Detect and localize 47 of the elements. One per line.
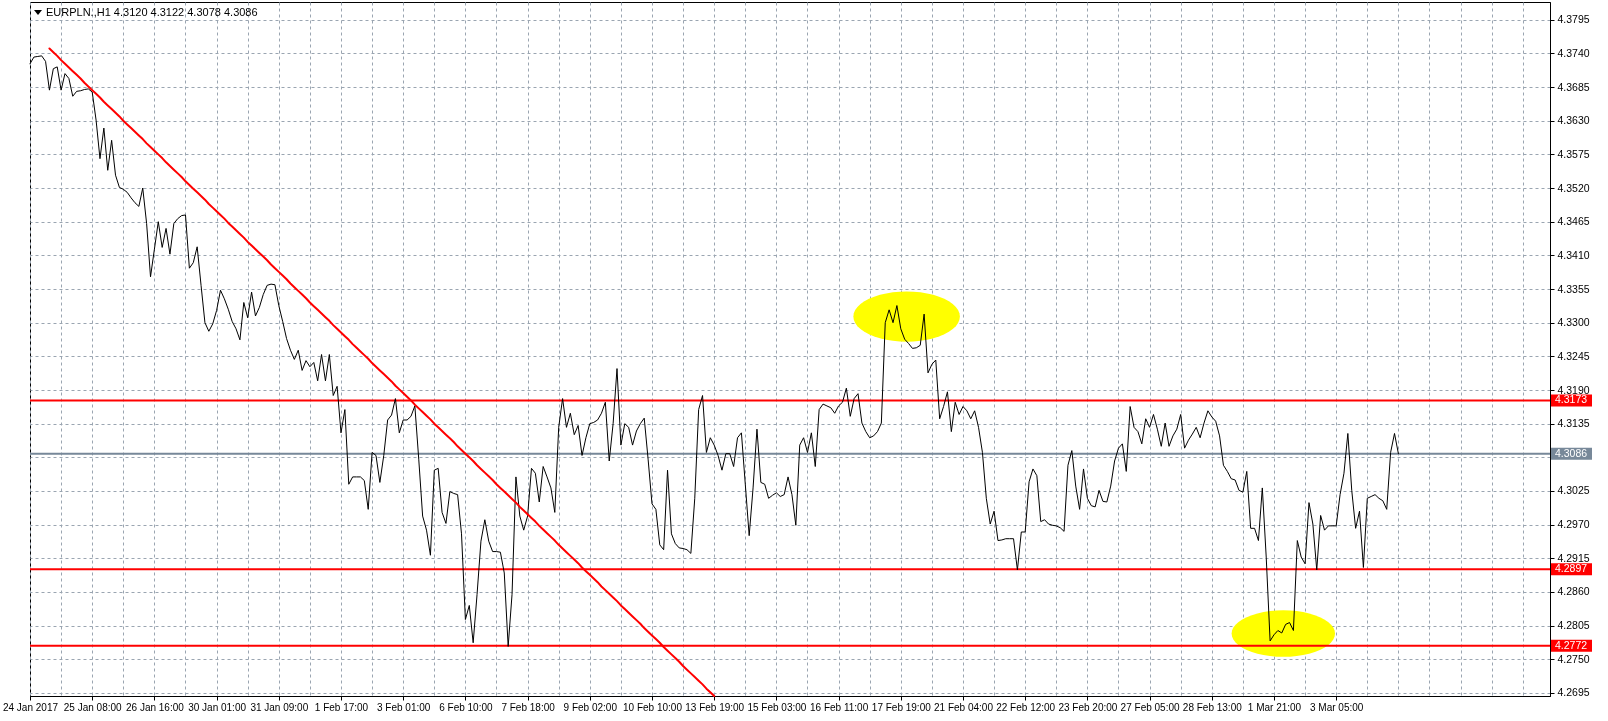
ref-line-label: 4.3086 <box>1555 446 1588 459</box>
x-tick-label: 30 Jan 01:00 <box>188 701 247 713</box>
y-tick-label: 4.2805 <box>1557 619 1590 632</box>
x-tick-label: 22 Feb 12:00 <box>996 701 1056 713</box>
y-tick-label: 4.3630 <box>1557 114 1590 127</box>
x-tick-label: 9 Feb 02:00 <box>563 701 618 713</box>
x-tick-label: 10 Feb 10:00 <box>623 701 683 713</box>
y-tick-label: 4.2860 <box>1557 585 1590 598</box>
y-tick-label: 4.2750 <box>1557 652 1590 665</box>
x-tick-label: 23 Feb 20:00 <box>1058 701 1118 713</box>
y-tick-label: 4.3135 <box>1557 417 1590 430</box>
x-tick-label: 7 Feb 18:00 <box>501 701 556 713</box>
y-tick-label: 4.3245 <box>1557 349 1590 362</box>
x-tick-label: 1 Mar 21:00 <box>1247 701 1302 713</box>
y-tick-label: 4.3410 <box>1557 248 1590 261</box>
x-tick-label: 6 Feb 10:00 <box>439 701 494 713</box>
y-tick-label: 4.3355 <box>1557 282 1590 295</box>
y-tick-label: 4.3685 <box>1557 80 1590 93</box>
ref-line-label: 4.2897 <box>1555 562 1588 575</box>
y-tick-label: 4.3300 <box>1557 316 1590 329</box>
x-tick-label: 13 Feb 19:00 <box>685 701 745 713</box>
x-tick-label: 17 Feb 19:00 <box>871 701 932 713</box>
x-tick-label: 24 Jan 2017 <box>2 701 59 713</box>
y-tick-label: 4.3465 <box>1557 215 1590 228</box>
y-tick-label: 4.3520 <box>1557 181 1590 194</box>
x-tick-label: 28 Feb 13:00 <box>1182 701 1243 713</box>
x-tick-label: 16 Feb 11:00 <box>809 701 869 713</box>
x-tick-label: 1 Feb 17:00 <box>314 701 369 713</box>
y-tick-label: 4.3795 <box>1557 13 1590 26</box>
y-tick-label: 4.3025 <box>1557 484 1590 497</box>
chart-title: EURPLN.,H1 4.3120 4.3122 4.3078 4.3086 <box>46 6 258 18</box>
x-tick-label: 3 Mar 05:00 <box>1310 701 1364 713</box>
y-tick-label: 4.2695 <box>1557 686 1590 699</box>
x-tick-label: 25 Jan 08:00 <box>63 701 123 713</box>
x-tick-label: 27 Feb 05:00 <box>1120 701 1180 713</box>
ref-line-label: 4.2772 <box>1555 638 1588 651</box>
y-tick-label: 4.3190 <box>1557 383 1590 396</box>
y-tick-label: 4.2915 <box>1557 551 1590 564</box>
x-tick-label: 21 Feb 04:00 <box>934 701 994 713</box>
x-tick-label: 26 Jan 16:00 <box>125 701 185 713</box>
y-tick-label: 4.3575 <box>1557 147 1590 160</box>
y-tick-label: 4.2970 <box>1557 518 1590 531</box>
x-tick-label: 15 Feb 03:00 <box>747 701 807 713</box>
ref-line-label: 4.3173 <box>1555 393 1588 406</box>
y-tick-label: 4.3740 <box>1557 46 1590 59</box>
x-tick-label: 31 Jan 09:00 <box>250 701 309 713</box>
x-tick-label: 3 Feb 01:00 <box>377 701 431 713</box>
